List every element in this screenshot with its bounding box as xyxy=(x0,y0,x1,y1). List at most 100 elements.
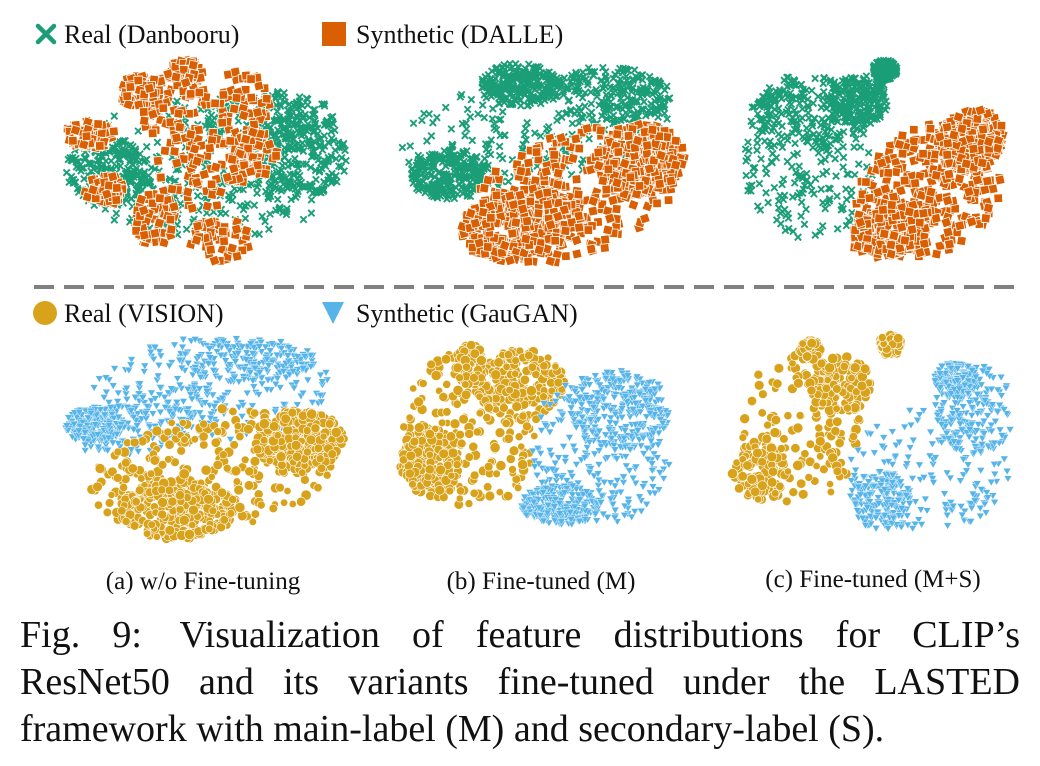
point-synthetic-dalle xyxy=(899,175,910,186)
point-real-danbooru xyxy=(112,209,121,218)
point-synthetic-dalle xyxy=(143,82,156,94)
point-synthetic-dalle xyxy=(899,235,911,246)
point-synthetic-dalle xyxy=(188,143,201,155)
point-real-danbooru xyxy=(125,158,134,167)
point-real-danbooru xyxy=(495,142,504,151)
point-real-danbooru xyxy=(640,97,648,106)
point-synthetic-dalle xyxy=(153,217,166,229)
point-synthetic-dalle xyxy=(217,117,228,128)
point-synthetic-dalle xyxy=(560,225,571,237)
point-real-danbooru xyxy=(776,219,785,228)
point-real-danbooru xyxy=(521,124,530,133)
point-synthetic-dalle xyxy=(581,122,593,135)
point-real-danbooru xyxy=(261,217,269,226)
point-real-danbooru xyxy=(261,187,270,196)
point-synthetic-dalle xyxy=(490,166,501,177)
point-real-danbooru xyxy=(749,170,758,179)
point-synthetic-dalle xyxy=(133,75,144,86)
point-synthetic-dalle xyxy=(510,217,522,228)
feature-distribution-figure: Real (Danbooru) Synthetic (DALLE) Real (… xyxy=(33,20,1018,595)
point-synthetic-dalle xyxy=(205,244,217,256)
point-synthetic-dalle xyxy=(613,147,624,157)
point-real-danbooru xyxy=(784,209,792,218)
point-synthetic-dalle xyxy=(953,173,966,185)
point-real-danbooru xyxy=(221,209,230,218)
point-real-danbooru xyxy=(320,102,329,110)
point-synthetic-dalle xyxy=(971,174,984,186)
point-synthetic-dalle xyxy=(125,82,136,93)
point-synthetic-dalle xyxy=(81,131,92,142)
point-synthetic-dalle xyxy=(191,176,203,189)
point-synthetic-dalle xyxy=(663,195,674,205)
point-real-danbooru xyxy=(142,142,151,151)
point-synthetic-dalle xyxy=(909,125,919,135)
point-synthetic-dalle xyxy=(886,200,897,210)
point-real-danbooru xyxy=(587,99,596,108)
point-synthetic-dalle xyxy=(561,251,571,261)
point-synthetic-dalle xyxy=(542,199,554,210)
point-synthetic-dalle xyxy=(965,215,978,228)
point-synthetic-dalle xyxy=(893,138,906,151)
point-synthetic-dalle xyxy=(897,148,908,159)
point-real-danbooru xyxy=(420,109,428,118)
point-real-danbooru xyxy=(523,118,532,127)
point-synthetic-dalle xyxy=(147,128,158,139)
point-synthetic-dalle xyxy=(888,229,900,242)
point-real-danbooru xyxy=(287,195,295,204)
point-real-danbooru xyxy=(193,191,202,200)
point-real-danbooru xyxy=(791,139,799,148)
point-real-danbooru xyxy=(314,135,323,144)
scatter-row-1 xyxy=(62,54,1009,268)
point-synthetic-dalle xyxy=(521,216,533,227)
point-synthetic-dalle xyxy=(954,220,966,232)
point-synthetic-dalle xyxy=(885,248,897,260)
point-synthetic-dalle xyxy=(864,192,875,204)
point-synthetic-dalle xyxy=(204,143,215,154)
point-synthetic-dalle xyxy=(230,223,243,236)
point-real-danbooru xyxy=(466,112,475,121)
point-synthetic-dalle xyxy=(981,175,993,187)
point-synthetic-dalle xyxy=(271,151,281,161)
point-synthetic-dalle xyxy=(603,164,614,175)
point-synthetic-dalle xyxy=(600,234,611,245)
point-synthetic-dalle xyxy=(169,146,180,157)
point-real-danbooru xyxy=(847,186,856,195)
point-synthetic-dalle xyxy=(138,229,150,241)
point-synthetic-dalle xyxy=(533,244,545,256)
point-synthetic-dalle xyxy=(623,131,634,141)
point-real-danbooru xyxy=(809,143,817,152)
scatter-panel-a-row-2 xyxy=(61,335,349,544)
point-synthetic-dalle xyxy=(540,165,552,178)
point-synthetic-dalle xyxy=(533,208,544,219)
point-synthetic-dalle xyxy=(993,193,1004,204)
point-synthetic-dalle xyxy=(611,203,622,215)
point-synthetic-dalle xyxy=(574,143,585,154)
point-real-danbooru xyxy=(744,138,752,147)
point-synthetic-dalle xyxy=(218,226,228,237)
point-real-danbooru xyxy=(110,216,119,224)
point-real-danbooru xyxy=(811,74,819,83)
point-synthetic-dalle xyxy=(862,243,874,254)
point-real-danbooru xyxy=(783,136,792,144)
point-real-danbooru xyxy=(337,153,346,162)
legend-marker-synthetic-dalle xyxy=(322,22,346,46)
point-synthetic-dalle xyxy=(930,169,942,181)
point-synthetic-dalle xyxy=(611,177,623,189)
point-real-danbooru xyxy=(182,225,191,234)
point-synthetic-dalle xyxy=(982,202,995,214)
point-real-danbooru xyxy=(405,158,413,167)
point-real-danbooru xyxy=(250,201,259,210)
point-synthetic-dalle xyxy=(514,189,526,201)
point-synthetic-dalle xyxy=(482,241,493,252)
point-synthetic-dalle xyxy=(170,71,182,83)
point-synthetic-dalle xyxy=(641,140,653,151)
point-real-danbooru xyxy=(306,163,315,172)
point-real-danbooru xyxy=(312,175,320,184)
point-synthetic-dalle xyxy=(218,90,229,100)
point-real-danbooru xyxy=(307,195,316,204)
point-synthetic-dalle xyxy=(240,224,253,237)
point-synthetic-dalle xyxy=(643,163,656,175)
point-real-danbooru xyxy=(134,127,143,135)
point-synthetic-dalle xyxy=(552,179,564,191)
point-real-danbooru xyxy=(764,198,773,207)
